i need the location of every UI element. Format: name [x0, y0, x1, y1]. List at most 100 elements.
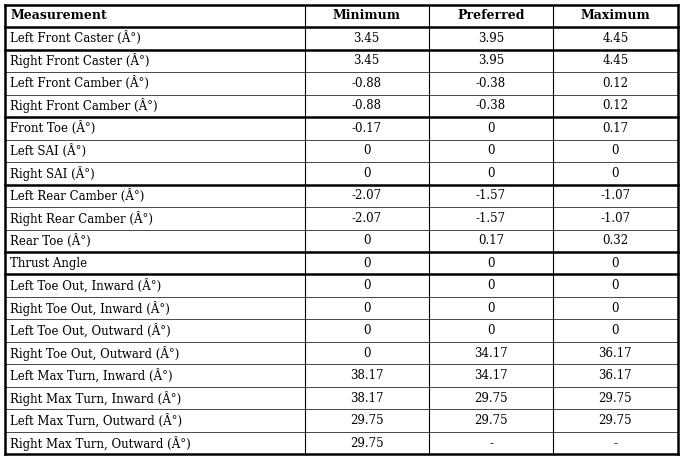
Text: Right Rear Camber (Â°): Right Rear Camber (Â°)	[10, 211, 153, 226]
Text: 29.75: 29.75	[350, 414, 384, 427]
Text: Left Front Caster (Â°): Left Front Caster (Â°)	[10, 31, 141, 45]
Text: 0: 0	[487, 279, 494, 292]
Bar	[305, 140, 429, 162]
Bar	[553, 50, 678, 72]
Bar	[429, 432, 553, 454]
Bar	[429, 342, 553, 364]
Bar	[305, 207, 429, 230]
Text: Left SAI (Â°): Left SAI (Â°)	[10, 144, 86, 158]
Text: Minimum: Minimum	[333, 9, 401, 22]
Text: 0.12: 0.12	[602, 77, 628, 90]
Text: 0.32: 0.32	[602, 234, 628, 247]
Bar	[5, 252, 305, 274]
Text: 0: 0	[363, 324, 370, 337]
Bar	[5, 5, 305, 27]
Bar	[553, 162, 678, 185]
Text: 0: 0	[363, 234, 370, 247]
Text: 4.45: 4.45	[602, 32, 628, 45]
Text: -: -	[489, 437, 493, 450]
Text: Rear Toe (Â°): Rear Toe (Â°)	[10, 234, 91, 248]
Bar	[5, 342, 305, 364]
Bar	[5, 140, 305, 162]
Bar	[305, 319, 429, 342]
Text: -0.88: -0.88	[352, 77, 382, 90]
Text: 34.17: 34.17	[474, 347, 508, 360]
Text: 0: 0	[487, 324, 494, 337]
Bar	[553, 342, 678, 364]
Bar	[429, 207, 553, 230]
Text: Left Rear Camber (Â°): Left Rear Camber (Â°)	[10, 189, 145, 203]
Bar	[553, 319, 678, 342]
Bar	[5, 319, 305, 342]
Bar	[5, 95, 305, 117]
Text: 29.75: 29.75	[598, 414, 632, 427]
Bar	[305, 230, 429, 252]
Bar	[553, 117, 678, 140]
Text: 29.75: 29.75	[474, 392, 508, 405]
Text: Right SAI (Â°): Right SAI (Â°)	[10, 166, 95, 181]
Bar	[5, 27, 305, 50]
Text: -0.88: -0.88	[352, 99, 382, 112]
Text: Right Front Camber (Â°): Right Front Camber (Â°)	[10, 98, 158, 113]
Text: 0: 0	[363, 302, 370, 315]
Text: 38.17: 38.17	[350, 392, 383, 405]
Bar	[305, 387, 429, 409]
Bar	[305, 297, 429, 319]
Text: -0.17: -0.17	[352, 122, 382, 135]
Text: 0: 0	[487, 144, 494, 157]
Bar	[553, 5, 678, 27]
Text: 0: 0	[363, 257, 370, 270]
Bar	[553, 364, 678, 387]
Bar	[305, 252, 429, 274]
Bar	[553, 274, 678, 297]
Bar	[553, 72, 678, 95]
Bar	[305, 5, 429, 27]
Bar	[553, 27, 678, 50]
Bar	[429, 230, 553, 252]
Bar	[5, 409, 305, 432]
Bar	[553, 185, 678, 207]
Bar	[5, 117, 305, 140]
Text: -: -	[613, 437, 617, 450]
Bar	[305, 162, 429, 185]
Bar	[553, 409, 678, 432]
Text: 0: 0	[611, 302, 619, 315]
Bar	[5, 72, 305, 95]
Text: 0: 0	[611, 324, 619, 337]
Text: -0.38: -0.38	[476, 77, 506, 90]
Text: Thrust Angle: Thrust Angle	[10, 257, 87, 270]
Bar	[5, 387, 305, 409]
Text: -2.07: -2.07	[352, 189, 382, 202]
Text: 0.17: 0.17	[602, 122, 628, 135]
Bar	[429, 5, 553, 27]
Text: Left Toe Out, Outward (Â°): Left Toe Out, Outward (Â°)	[10, 324, 171, 338]
Bar	[5, 274, 305, 297]
Text: Maximum: Maximum	[581, 9, 650, 22]
Text: 36.17: 36.17	[598, 347, 632, 360]
Text: 3.95: 3.95	[478, 32, 504, 45]
Bar	[5, 50, 305, 72]
Bar	[429, 117, 553, 140]
Bar	[305, 185, 429, 207]
Bar	[553, 95, 678, 117]
Bar	[553, 140, 678, 162]
Bar	[305, 364, 429, 387]
Text: 29.75: 29.75	[350, 437, 384, 450]
Text: 34.17: 34.17	[474, 369, 508, 382]
Bar	[429, 387, 553, 409]
Text: -0.38: -0.38	[476, 99, 506, 112]
Bar	[305, 432, 429, 454]
Bar	[305, 342, 429, 364]
Text: -2.07: -2.07	[352, 212, 382, 225]
Text: -1.07: -1.07	[600, 212, 630, 225]
Text: Right Front Caster (Â°): Right Front Caster (Â°)	[10, 53, 150, 68]
Bar	[429, 319, 553, 342]
Text: Right Toe Out, Outward (Â°): Right Toe Out, Outward (Â°)	[10, 346, 180, 361]
Text: 0: 0	[487, 257, 494, 270]
Text: 4.45: 4.45	[602, 54, 628, 67]
Bar	[553, 387, 678, 409]
Text: 0: 0	[363, 167, 370, 180]
Bar	[429, 185, 553, 207]
Text: 3.45: 3.45	[354, 54, 380, 67]
Bar	[553, 432, 678, 454]
